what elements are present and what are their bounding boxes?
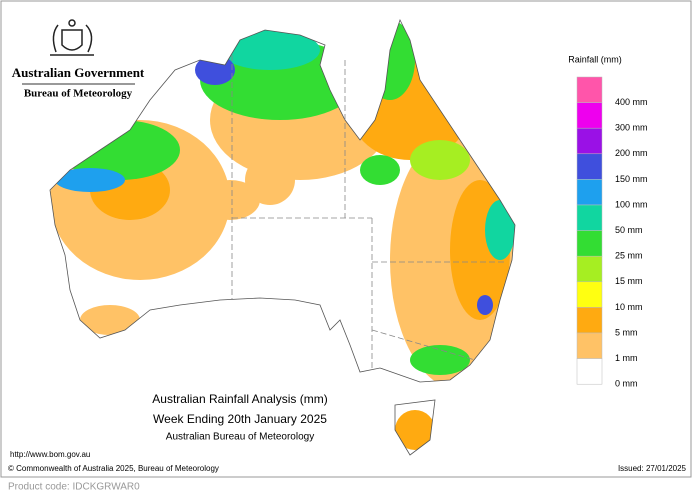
legend-swatch [576, 153, 603, 180]
legend-swatch [576, 307, 603, 334]
legend-swatch [576, 179, 603, 206]
legend-label: 300 mm [615, 123, 648, 133]
legend-label: 150 mm [615, 174, 648, 184]
legend-swatch [576, 127, 603, 155]
legend-swatch [576, 358, 603, 385]
legend-label: 400 mm [615, 97, 648, 107]
state-borders [231, 55, 505, 370]
legend-label: 200 mm [615, 148, 648, 158]
legend-title: Rainfall (mm) [568, 54, 622, 64]
legend-swatch [576, 102, 603, 129]
legend-label: 25 mm [615, 251, 643, 261]
legend-label: 50 mm [615, 225, 643, 235]
government: Australian Government [12, 65, 145, 80]
legend-label: 1 mm [615, 353, 638, 363]
legend-swatch [576, 332, 603, 359]
legend-swatch [576, 281, 603, 308]
copyright: © Commonwealth of Australia 2025, Bureau… [8, 464, 219, 473]
issued: Issued: 27/01/2025 [618, 464, 687, 473]
legend-swatch [576, 230, 603, 257]
legend-label: 100 mm [615, 199, 648, 209]
bureau: Bureau of Meteorology [24, 88, 133, 100]
map-period: Week Ending 20th January 2025 [153, 412, 327, 426]
coastline [49, 18, 516, 456]
url: http://www.bom.gov.au [10, 450, 90, 459]
legend-swatch [576, 255, 603, 283]
map-title: Australian Rainfall Analysis (mm) [152, 392, 327, 406]
legend-label: 5 mm [615, 327, 638, 337]
product-code: Product code: IDCKGRWAR0 [8, 482, 140, 493]
map-source: Australian Bureau of Meteorology [166, 432, 314, 443]
legend-label: 10 mm [615, 302, 643, 312]
legend-swatch [576, 204, 603, 231]
legend-label: 15 mm [615, 276, 643, 286]
legend-swatch [576, 76, 603, 103]
coat-of-arms [50, 19, 94, 56]
legend-label: 0 mm [615, 379, 638, 389]
legend: 400 mm 300 mm 200 mm 150 mm 100 mm 50 mm 25 mm… [576, 76, 648, 389]
